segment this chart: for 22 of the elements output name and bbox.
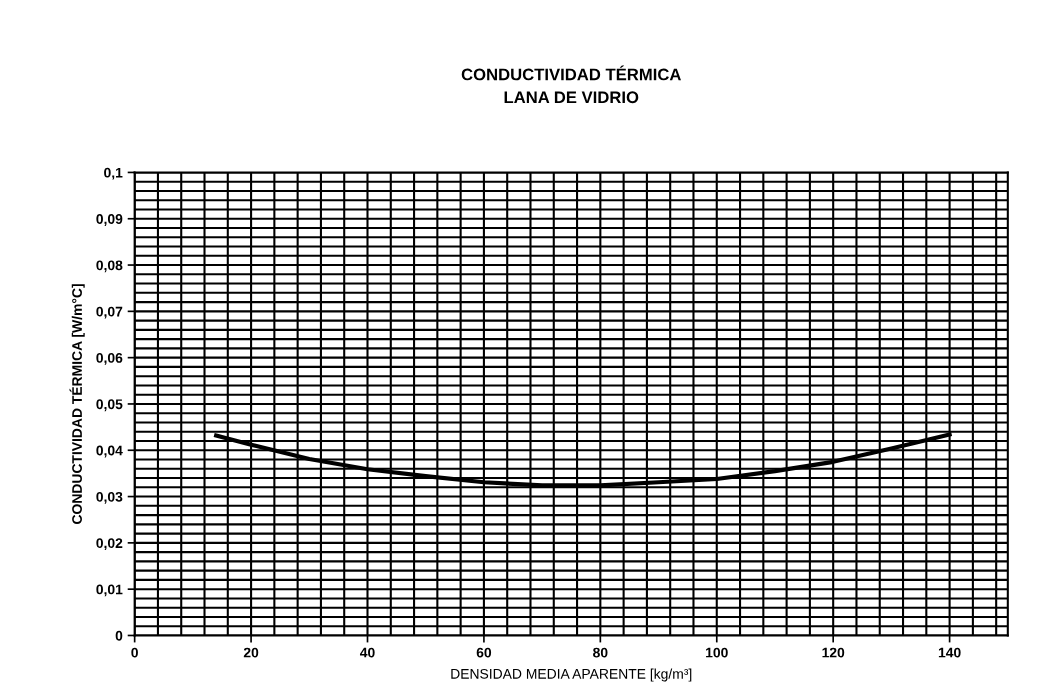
x-tick-label: 0 — [131, 647, 138, 658]
y-tick-label: 0,05 — [96, 399, 123, 412]
y-tick-label: 0,04 — [96, 445, 123, 458]
y-tick-label: 0,06 — [96, 352, 123, 365]
x-tick-label: 140 — [938, 647, 961, 658]
x-tick-label: 60 — [476, 647, 492, 658]
y-axis-title: CONDUCTIVIDAD TÉRMICA [W/m°C] — [69, 284, 85, 524]
y-tick-label: 0,1 — [104, 167, 123, 180]
y-tick-label: 0,01 — [96, 584, 123, 597]
chart-title: CONDUCTIVIDAD TÉRMICA LANA DE VIDRIO — [461, 65, 681, 104]
y-tick-label: 0 — [115, 630, 123, 641]
y-tick-label: 0,09 — [96, 214, 123, 226]
x-tick-label: 120 — [822, 647, 845, 658]
x-axis-title: DENSIDAD MEDIA APARENTE [kg/m³] — [451, 668, 692, 682]
x-tick-label: 80 — [593, 647, 608, 658]
x-tick-label: 20 — [243, 647, 259, 658]
x-tick-label: 100 — [706, 647, 728, 658]
y-tick-label: 0,07 — [96, 306, 123, 319]
y-tick-label: 0,02 — [96, 538, 123, 551]
y-tick-label: 0,03 — [96, 491, 123, 504]
y-tick-label: 0,08 — [96, 260, 123, 273]
x-tick-label: 40 — [359, 647, 375, 658]
